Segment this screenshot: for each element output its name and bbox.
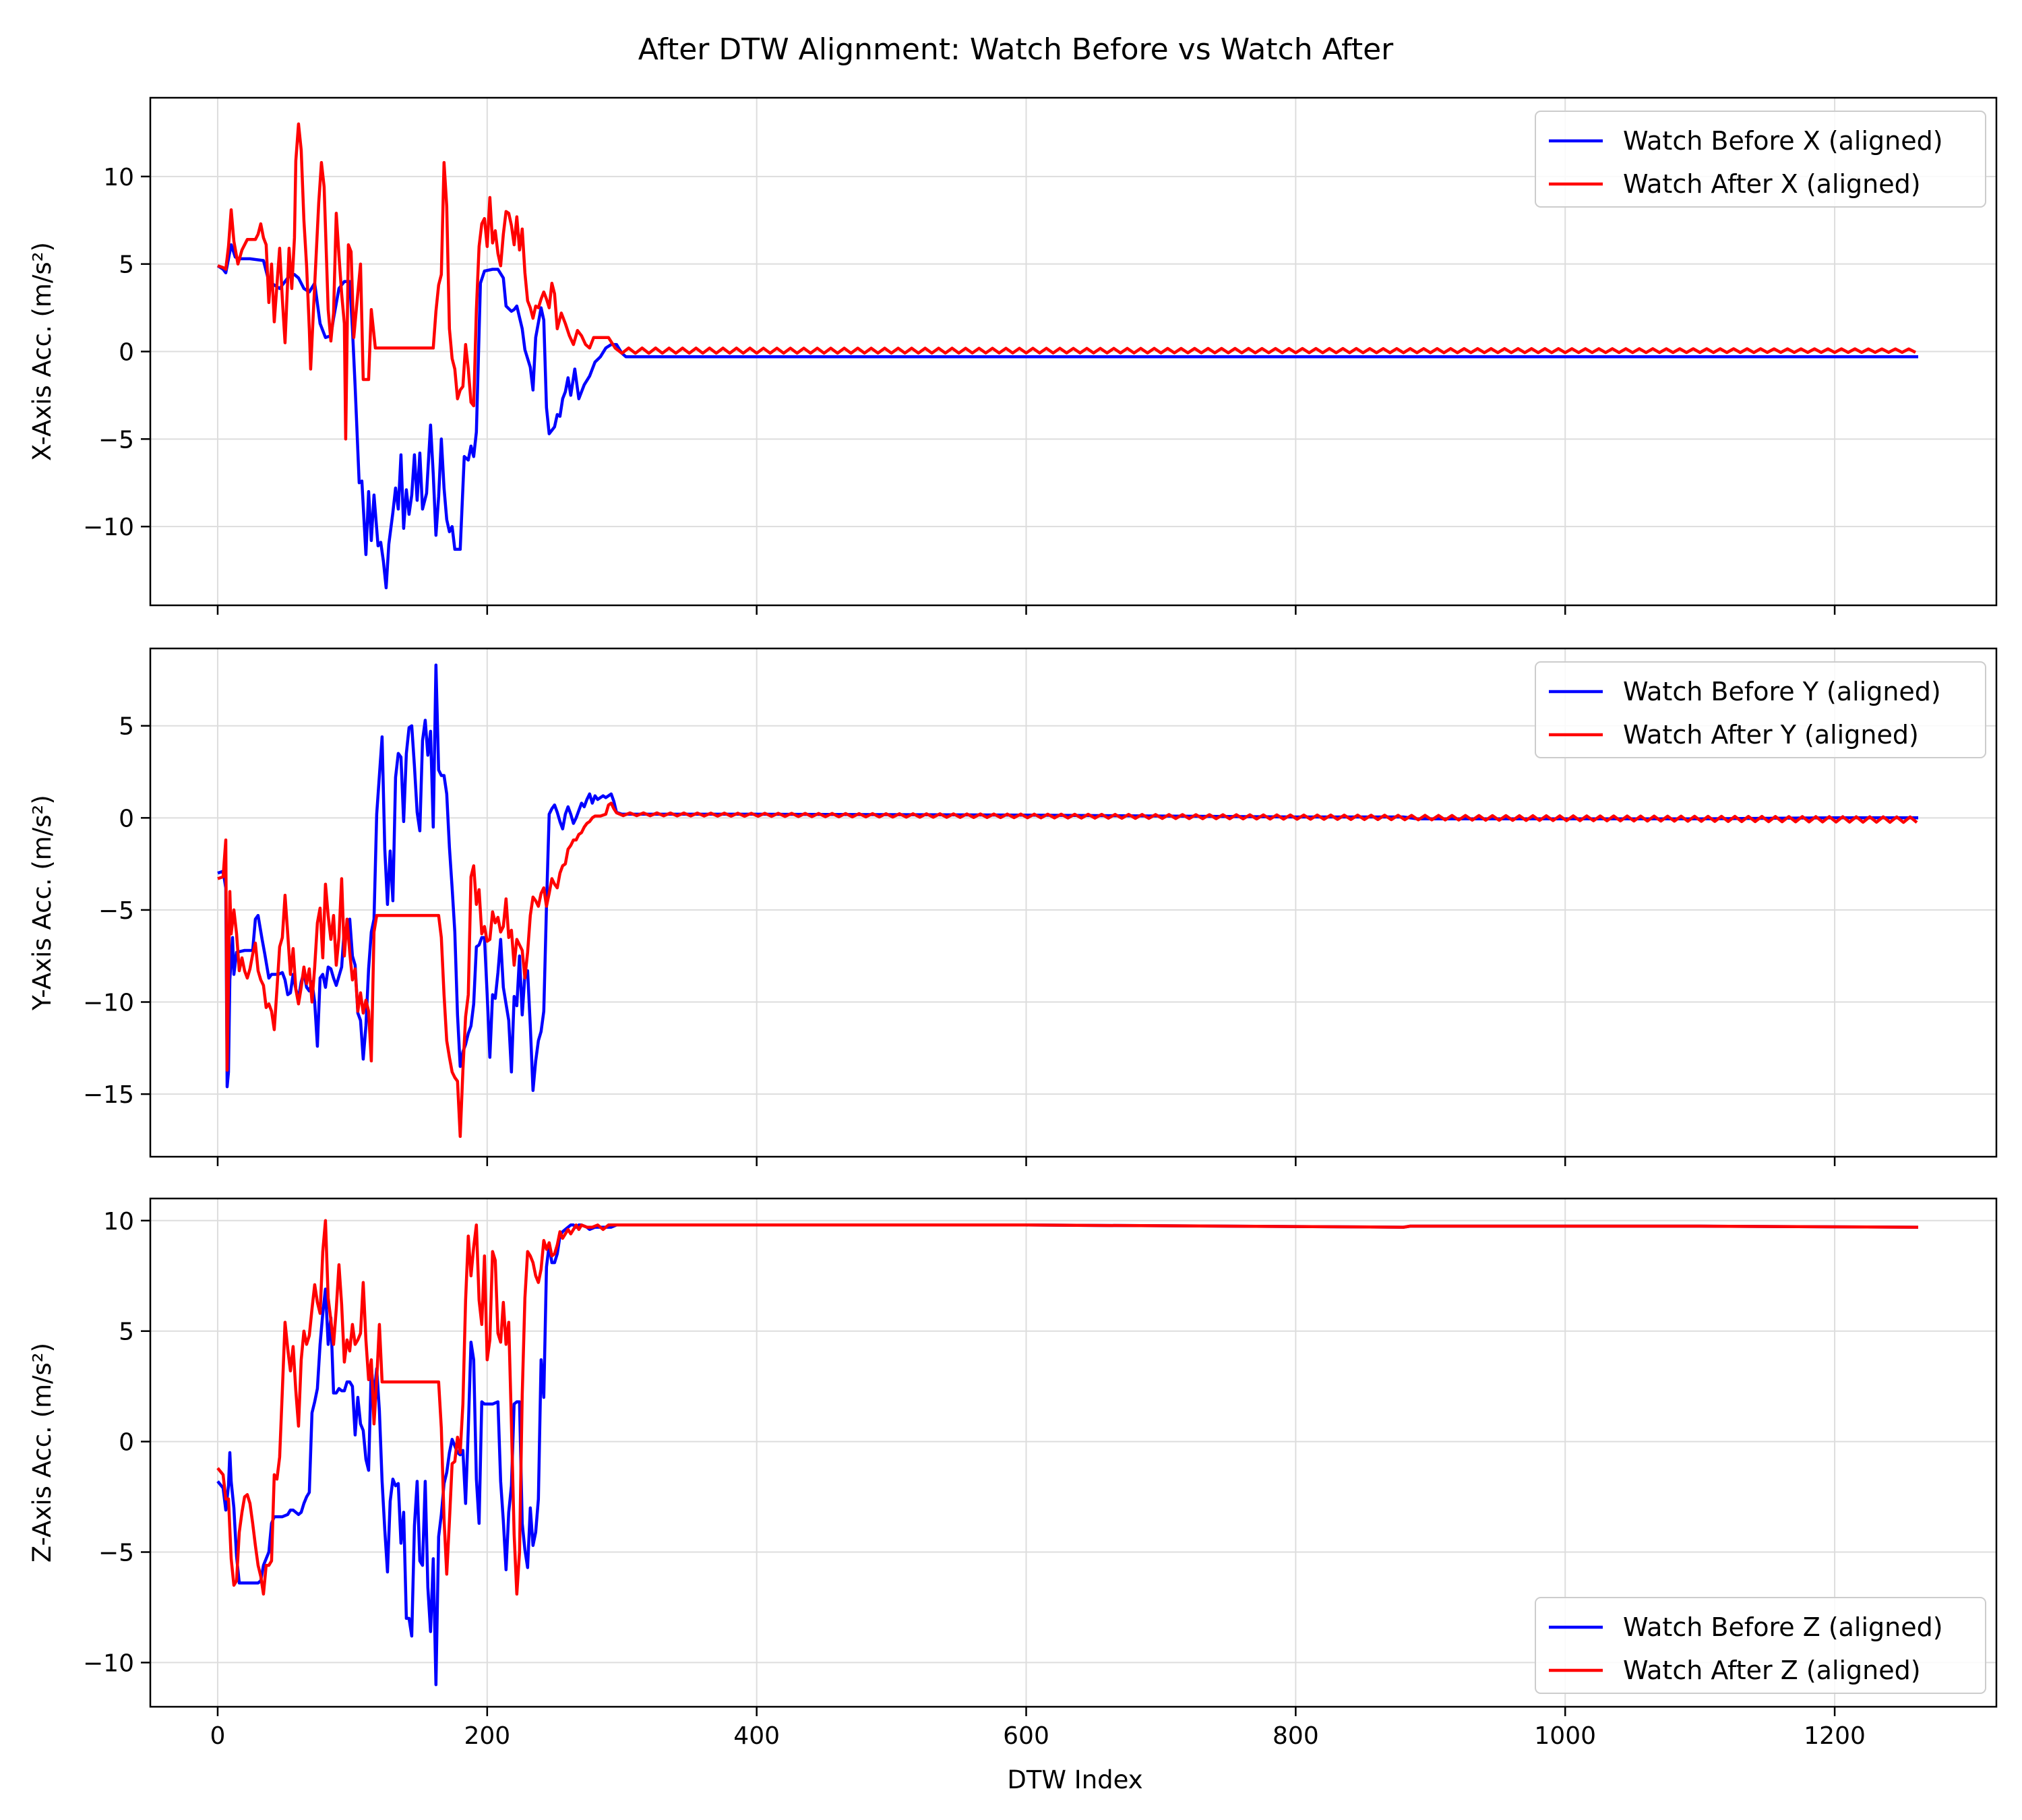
y-axis-label-y: Y-Axis Acc. (m/s²) bbox=[28, 795, 57, 1011]
x-tick-label: 1200 bbox=[1804, 1722, 1866, 1750]
x-tick-label: 1000 bbox=[1534, 1722, 1596, 1750]
y-axis-label-z: Z-Axis Acc. (m/s²) bbox=[28, 1343, 57, 1563]
legend-y: Watch Before Y (aligned) Watch After Y (a… bbox=[1535, 661, 1986, 758]
legend-label: Watch Before Z (aligned) bbox=[1623, 1612, 1943, 1642]
legend-z: Watch Before Z (aligned) Watch After Z (a… bbox=[1535, 1597, 1986, 1694]
y-tick-label: 10 bbox=[103, 1208, 134, 1236]
legend-label: Watch Before Y (aligned) bbox=[1623, 677, 1941, 706]
x-tick-label: 200 bbox=[464, 1722, 510, 1750]
y-tick-label: −5 bbox=[98, 1540, 134, 1567]
legend-x: Watch Before X (aligned) Watch After X (a… bbox=[1535, 111, 1986, 208]
legend-frame bbox=[1535, 1597, 1986, 1694]
legend-label: Watch After Y (aligned) bbox=[1623, 720, 1919, 750]
x-tick-label: 600 bbox=[1003, 1722, 1049, 1750]
y-tick-label: 5 bbox=[119, 1318, 134, 1346]
subplot-y: −15 −10 −5 0 5 Y-Axis Acc. (m/s²) Watch Before… bbox=[28, 647, 1998, 1166]
axes-frame-y bbox=[149, 647, 1998, 1158]
subplot-x: −10 −5 0 5 10 X-Axis Acc. (m/s²) Watch Before … bbox=[28, 96, 1998, 615]
series-line-z-after bbox=[216, 1219, 1919, 1596]
series-line-x-before bbox=[216, 243, 1918, 590]
y-tick-label: −10 bbox=[83, 514, 134, 541]
legend-label: Watch Before X (aligned) bbox=[1623, 126, 1943, 156]
legend-label: Watch After Z (aligned) bbox=[1623, 1656, 1921, 1685]
axes-frame-z bbox=[149, 1197, 1998, 1708]
y-tick-label: 10 bbox=[103, 164, 134, 191]
legend-frame bbox=[1535, 661, 1986, 758]
y-tick-label: 5 bbox=[119, 251, 134, 279]
x-axis-label: DTW Index bbox=[1007, 1765, 1142, 1794]
y-tick-label: 0 bbox=[119, 1429, 134, 1457]
y-tick-label: −5 bbox=[98, 426, 134, 454]
legend-label: Watch After X (aligned) bbox=[1623, 169, 1921, 199]
series-line-x-after bbox=[217, 122, 1917, 441]
y-tick-label: −10 bbox=[83, 1649, 134, 1677]
subplot-panels: −10 −5 0 5 10 X-Axis Acc. (m/s²) Watch Before … bbox=[28, 96, 1998, 1750]
y-tick-label: −15 bbox=[83, 1081, 134, 1109]
x-tick-label: 800 bbox=[1273, 1722, 1319, 1750]
legend-frame bbox=[1535, 111, 1986, 208]
figure-title: After DTW Alignment: Watch Before vs Wat… bbox=[638, 32, 1394, 67]
y-axis-label-x: X-Axis Acc. (m/s²) bbox=[28, 242, 57, 461]
x-tick-label: 0 bbox=[210, 1722, 226, 1750]
y-tick-label: 0 bbox=[119, 339, 134, 367]
x-tick-label: 400 bbox=[733, 1722, 780, 1750]
y-tick-label: 5 bbox=[119, 713, 134, 741]
y-tick-label: −5 bbox=[98, 897, 134, 925]
y-tick-label: 0 bbox=[119, 805, 134, 832]
series-line-y-after bbox=[217, 801, 1918, 1139]
subplot-z: 0 200 400 600 800 1000 1200 −10 −5 0 5 10 Z-Axis Acc… bbox=[28, 1197, 1998, 1750]
y-tick-label: −10 bbox=[83, 990, 134, 1017]
